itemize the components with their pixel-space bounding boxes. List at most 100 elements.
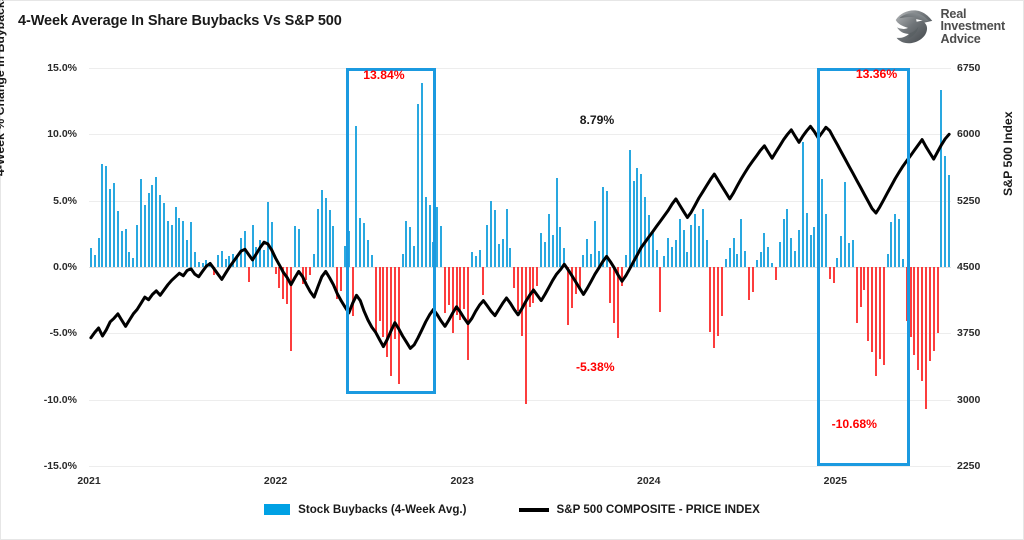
buyback-bar (451, 267, 454, 334)
legend-item[interactable]: S&P 500 COMPOSITE - PRICE INDEX (518, 503, 760, 516)
buyback-bar (874, 267, 877, 376)
value-callout: 13.36% (855, 66, 898, 81)
buyback-bar (528, 267, 531, 307)
logo-line-3: Advice (940, 31, 981, 46)
legend-line-swatch (518, 507, 549, 512)
buyback-bar (948, 175, 951, 267)
buyback-bar (821, 179, 824, 267)
buyback-bar (174, 207, 177, 267)
gridline (89, 466, 951, 467)
buyback-bar (455, 267, 458, 315)
logo-wordmark: Real Investment Advice (941, 7, 1006, 45)
buyback-bar (474, 256, 477, 267)
y-axis-right-tick: 2250 (957, 460, 981, 472)
logo-line-2: Investment (940, 19, 1006, 34)
buyback-bar (155, 176, 158, 267)
y-axis-left-label: 4-Week % Change In Buybacks (0, 0, 7, 176)
buyback-bar (913, 267, 916, 355)
buyback-bar (132, 257, 135, 267)
buyback-bar (286, 267, 289, 305)
buyback-bar (359, 217, 362, 267)
buyback-bar (740, 219, 743, 267)
buyback-bar (343, 245, 346, 267)
y-axis-left-tick: -10.0% (43, 393, 77, 406)
buyback-bar (482, 267, 485, 295)
buyback-bar (855, 267, 858, 323)
buyback-bar (736, 253, 739, 267)
buyback-bar (490, 200, 493, 267)
buyback-bar (282, 267, 285, 299)
buyback-bar (166, 220, 169, 267)
buyback-bar (390, 267, 393, 376)
buyback-bar (143, 204, 146, 267)
x-axis-tick: 2024 (637, 475, 661, 487)
buyback-bar (351, 267, 354, 317)
buyback-bar (744, 251, 747, 267)
buyback-bar (882, 267, 885, 366)
buyback-bar (540, 232, 543, 267)
buyback-bar (193, 252, 196, 267)
legend-label: Stock Buybacks (4-Week Avg.) (298, 503, 467, 516)
buyback-bar (894, 213, 897, 267)
buyback-bar (909, 267, 912, 338)
buyback-bar (259, 240, 262, 267)
buyback-bar (513, 267, 516, 289)
buyback-bar (828, 267, 831, 279)
buyback-bar (678, 219, 681, 267)
value-callout: 8.79% (579, 113, 615, 128)
y-axis-left-tick: -5.0% (49, 327, 77, 340)
buyback-bar (159, 195, 162, 267)
value-callout: -10.68% (831, 416, 877, 431)
buyback-bar (374, 267, 377, 334)
buyback-bar (844, 182, 847, 267)
buyback-bar (613, 267, 616, 323)
buyback-bar (139, 179, 142, 267)
buyback-bar (697, 225, 700, 267)
buyback-bar (620, 267, 623, 286)
legend-item[interactable]: Stock Buybacks (4-Week Avg.) (264, 503, 467, 516)
buyback-bar (370, 255, 373, 267)
highlight-boxes (89, 68, 951, 466)
buyback-bar (924, 267, 927, 409)
buyback-bar (559, 227, 562, 267)
buyback-bar (840, 236, 843, 267)
buyback-bar (128, 252, 131, 267)
buyback-bar (401, 253, 404, 267)
buyback-bar (509, 248, 512, 267)
buyback-bar (336, 267, 339, 299)
buyback-bar (109, 188, 112, 267)
buyback-bar (605, 191, 608, 267)
buyback-bar (324, 198, 327, 267)
buyback-bar (578, 267, 581, 289)
buyback-bar (636, 167, 639, 267)
buyback-bar (124, 228, 127, 267)
buyback-bar (751, 267, 754, 293)
y-axis-right-tick: 5250 (957, 194, 981, 207)
buyback-bar (405, 220, 408, 267)
buyback-bar (774, 267, 777, 281)
buyback-bar (747, 267, 750, 301)
buyback-bar (890, 221, 893, 267)
buyback-bar (440, 225, 443, 267)
buyback-bar (293, 225, 296, 267)
buyback-bar (601, 187, 604, 267)
buyback-bar (901, 259, 904, 267)
buyback-bar (251, 224, 254, 267)
buyback-bar (917, 267, 920, 371)
sp500-line-series (89, 124, 951, 350)
buyback-bar (655, 249, 658, 267)
buyback-bar (332, 225, 335, 267)
y-axis-right-tick: 3000 (957, 393, 981, 406)
buyback-bar (255, 247, 258, 267)
buyback-bar (563, 248, 566, 267)
buyback-bar (205, 260, 208, 267)
buyback-bar (717, 267, 720, 336)
buyback-bar (136, 224, 139, 267)
buyback-bar (851, 240, 854, 267)
x-axis-tick: 2025 (823, 475, 847, 487)
y-axis-right-tick: 6000 (957, 128, 981, 141)
buyback-bar (467, 267, 470, 360)
y-axis-left-tick: -15.0% (43, 460, 77, 472)
buyback-bar (863, 267, 866, 290)
